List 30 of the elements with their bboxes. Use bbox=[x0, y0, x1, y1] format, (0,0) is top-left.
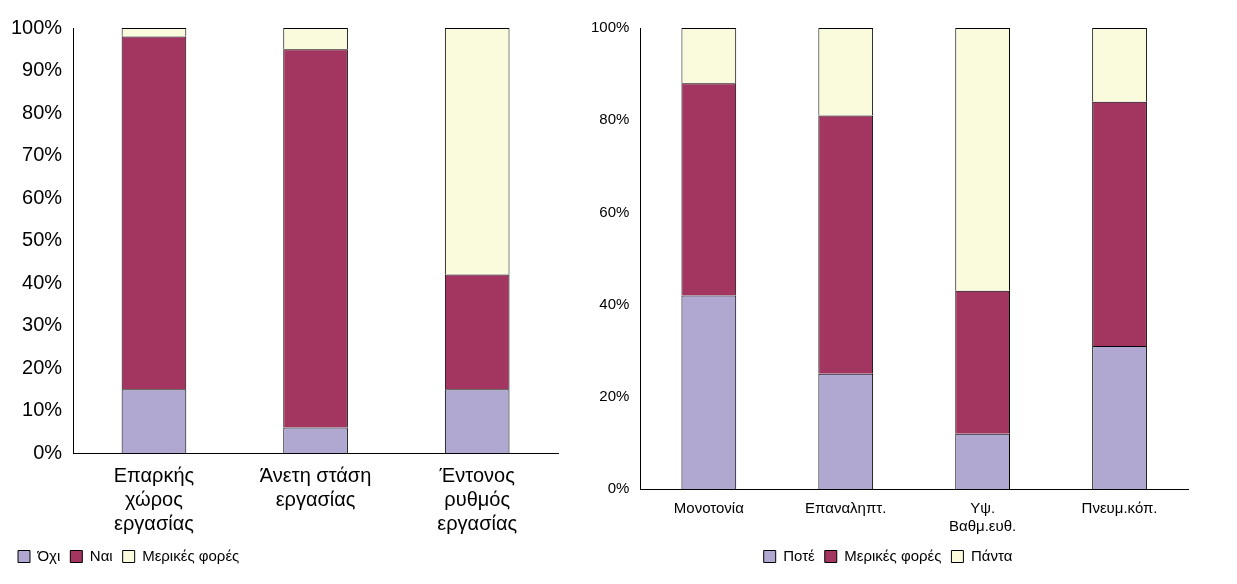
legend-label: Μερικές φορές bbox=[142, 546, 240, 564]
x-tick-label: Επαρκής χώρος εργασίας bbox=[113, 463, 195, 534]
y-tick-label: 80% bbox=[599, 110, 630, 128]
y-tick-label: 0% bbox=[33, 440, 63, 463]
y-tick-label: 30% bbox=[22, 313, 63, 336]
y-tick-label: 20% bbox=[599, 386, 630, 404]
x-tick-label: Πνευμ.κόπ. bbox=[1081, 499, 1158, 517]
y-tick-label: 100% bbox=[11, 15, 63, 38]
y-tick-label: 100% bbox=[590, 18, 630, 36]
x-tick-label: Επαναληπτ. bbox=[805, 499, 887, 517]
y-tick-label: 0% bbox=[607, 479, 630, 497]
y-tick-label: 70% bbox=[22, 143, 63, 166]
legend-label: Μερικές φορές bbox=[844, 546, 942, 564]
y-tick-label: 50% bbox=[22, 228, 63, 251]
y-tick-label: 80% bbox=[22, 100, 63, 123]
y-tick-label: 90% bbox=[22, 58, 63, 81]
y-tick-label: 60% bbox=[599, 202, 630, 220]
y-tick-label: 40% bbox=[22, 270, 63, 293]
y-tick-label: 10% bbox=[22, 398, 63, 421]
legend-label: Όχι bbox=[36, 546, 61, 564]
legend-label: Ποτέ bbox=[783, 546, 816, 564]
y-tick-label: 40% bbox=[599, 294, 630, 312]
x-tick-label: Μονοτονία bbox=[673, 499, 745, 517]
x-tick-label: Άνετη στάση εργασίας bbox=[259, 463, 372, 510]
y-tick-label: 20% bbox=[22, 355, 63, 378]
legend-label: Ναι bbox=[89, 546, 113, 564]
x-tick-label: Έντονος ρυθμός εργασίας bbox=[437, 463, 518, 534]
legend-label: Πάντα bbox=[970, 546, 1013, 564]
y-tick-label: 60% bbox=[22, 185, 63, 208]
x-tick-label: Υψ. Βαθμ.ευθ. bbox=[949, 499, 1017, 535]
